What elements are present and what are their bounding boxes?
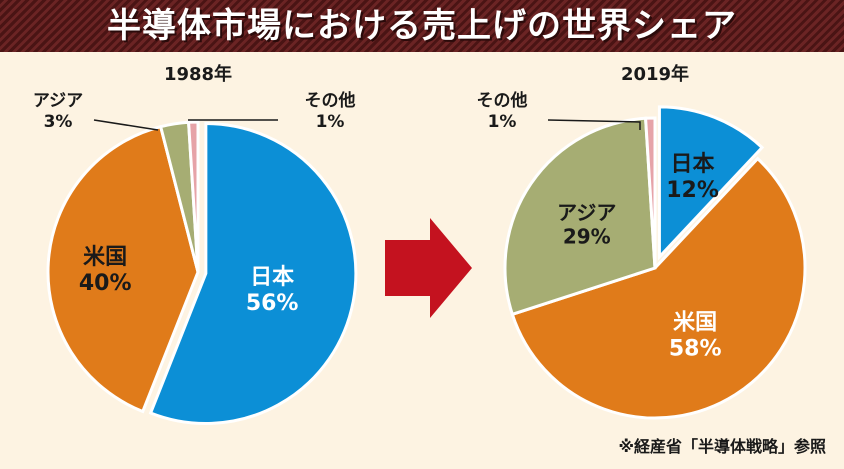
source-note: ※経産省「半導体戦略」参照 xyxy=(618,437,826,456)
pie-slice-asia xyxy=(503,116,657,317)
slice-label-us: 米国 xyxy=(83,245,127,270)
transition-arrow xyxy=(385,218,472,318)
slice-label-asia: アジア xyxy=(33,91,83,111)
title-bar xyxy=(0,0,844,52)
slice-label-asia: アジア xyxy=(557,201,616,225)
pie-slice-other xyxy=(643,116,657,269)
slice-label-us: 米国 xyxy=(673,310,717,335)
slice-value-us: 58% xyxy=(669,336,722,361)
pie-slice-other xyxy=(186,120,200,273)
slice-value-us: 40% xyxy=(79,271,132,296)
slice-value-other: 1% xyxy=(316,112,345,132)
slice-value-asia: 3% xyxy=(44,112,73,132)
pie-slice-japan xyxy=(148,121,358,425)
slice-value-japan: 56% xyxy=(246,291,299,316)
slice-label-other: その他 xyxy=(305,90,356,111)
arrow-right-icon xyxy=(385,218,472,318)
leader-line xyxy=(547,119,641,130)
leader-line xyxy=(93,119,159,131)
slice-label-japan: 日本 xyxy=(671,152,715,177)
pie-slice-us xyxy=(46,124,200,414)
chart-title: 半導体市場における売上げの世界シェア xyxy=(107,6,737,46)
pie-title: 1988年 xyxy=(164,63,232,85)
pie-slice-us xyxy=(510,156,807,420)
slice-value-asia: 29% xyxy=(563,225,611,249)
slice-value-other: 1% xyxy=(488,112,517,132)
slice-label-other: その他 xyxy=(477,90,528,111)
pie-title: 2019年 xyxy=(621,63,689,85)
slice-value-japan: 12% xyxy=(666,178,719,203)
slice-label-japan: 日本 xyxy=(250,265,294,290)
pie-slice-japan xyxy=(657,105,765,261)
